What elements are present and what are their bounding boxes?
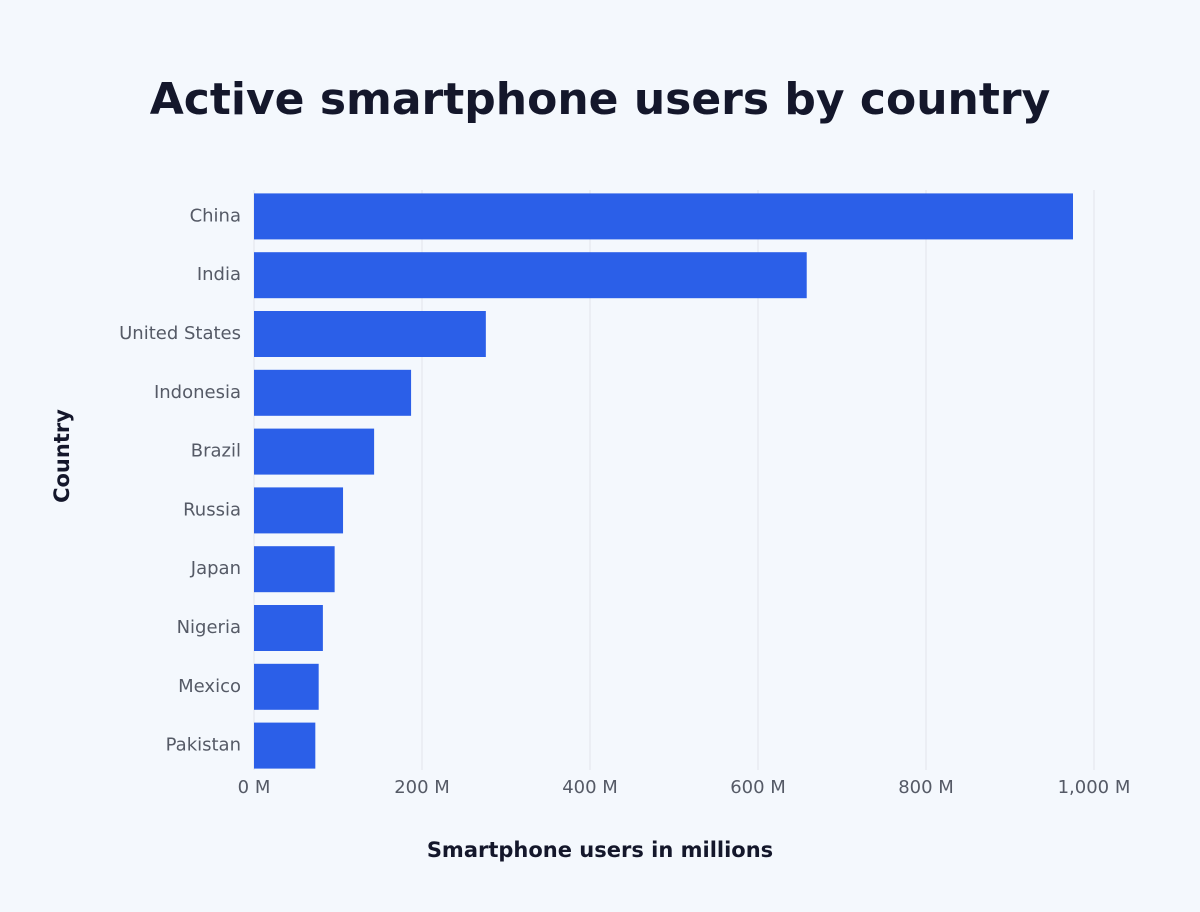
x-tick-label: 1,000 M <box>1058 777 1131 798</box>
x-tick-label: 400 M <box>562 777 618 798</box>
chart-title: Active smartphone users by country <box>150 74 1051 125</box>
bar <box>254 722 316 769</box>
y-tick-label: China <box>190 205 241 226</box>
y-tick-label: Japan <box>190 558 241 579</box>
bar <box>254 193 1073 240</box>
y-tick-label: Brazil <box>191 441 241 462</box>
x-tick-label: 800 M <box>898 777 954 798</box>
y-tick-label: Mexico <box>178 676 241 697</box>
bar <box>254 546 335 593</box>
bar <box>254 487 344 534</box>
bar <box>254 605 323 651</box>
bar <box>254 252 807 299</box>
bar <box>254 428 375 475</box>
y-tick-label: Indonesia <box>154 382 241 403</box>
bar <box>254 369 412 416</box>
y-tick-label: India <box>197 264 241 285</box>
y-tick-label: Pakistan <box>166 735 241 756</box>
x-tick-label: 600 M <box>730 777 786 798</box>
bar <box>254 663 319 710</box>
y-tick-label: Nigeria <box>177 617 241 638</box>
x-tick-label: 200 M <box>394 777 450 798</box>
bar <box>254 311 486 357</box>
y-tick-label: Russia <box>183 499 241 520</box>
y-tick-label: United States <box>119 323 241 344</box>
y-axis-title: Country <box>50 409 74 503</box>
x-axis-title: Smartphone users in millions <box>427 838 773 862</box>
x-tick-label: 0 M <box>238 777 271 798</box>
